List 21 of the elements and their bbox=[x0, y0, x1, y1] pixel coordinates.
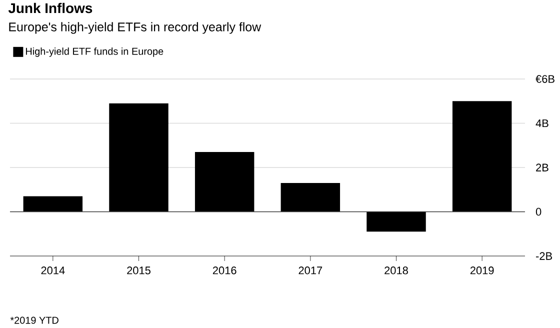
x-tick-label: 2017 bbox=[298, 266, 322, 274]
y-tick-label: €6B bbox=[536, 75, 554, 83]
y-tick-label: -2B bbox=[536, 252, 552, 260]
x-tick-label: 2014 bbox=[41, 266, 65, 274]
x-tick-label: 2018 bbox=[384, 266, 408, 274]
x-tick-label: 2015 bbox=[127, 266, 150, 274]
bar bbox=[194, 152, 254, 212]
bar bbox=[366, 212, 426, 232]
bar bbox=[280, 182, 340, 212]
y-tick-label: 2B bbox=[536, 164, 548, 172]
y-tick-label: 0 bbox=[536, 208, 542, 216]
bar bbox=[452, 101, 512, 212]
x-tick-label: 2019 bbox=[470, 266, 494, 274]
chart-subtitle: Europe's high-yield ETFs in record yearly flow bbox=[9, 22, 262, 34]
bar bbox=[23, 196, 83, 212]
x-tick-label: 2016 bbox=[212, 266, 236, 274]
text: *2019 YTD bbox=[10, 316, 58, 324]
y-tick-label: 4B bbox=[536, 119, 548, 128]
bar bbox=[109, 103, 168, 212]
chart-title: Junk Inflows bbox=[8, 2, 92, 14]
legend-label: High-yield ETF funds in Europe bbox=[26, 48, 164, 57]
